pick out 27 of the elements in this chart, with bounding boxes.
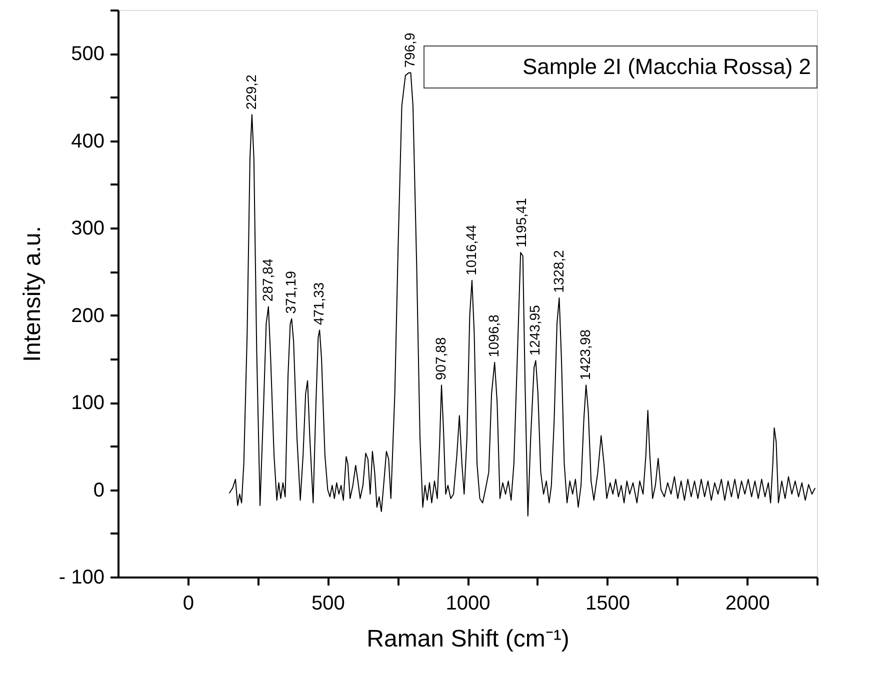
y-tick-label: 100 xyxy=(71,392,104,414)
annotation: 907,88 xyxy=(432,337,449,380)
annotation: 1423,98 xyxy=(577,329,594,380)
y-tick-label: 200 xyxy=(71,304,104,327)
annotation: 796,9 xyxy=(402,32,418,68)
annotation: 1328,2 xyxy=(550,250,566,293)
y-tick-label: 300 xyxy=(71,218,104,240)
x-tick-label: 1500 xyxy=(586,592,630,614)
y-tick-label: 500 xyxy=(71,43,104,66)
y-tick-label: - 100 xyxy=(58,566,104,588)
annotation: 1016,44 xyxy=(463,224,480,276)
x-tick-label: 0 xyxy=(182,592,194,614)
annotation: 1195,41 xyxy=(513,198,530,248)
x-tick-label: 500 xyxy=(312,592,345,614)
annotation: 1096,8 xyxy=(486,314,502,358)
annotation: 371,19 xyxy=(282,270,299,314)
x-axis-title: Raman Shift (cm⁻¹) xyxy=(366,626,570,652)
y-tick-label: 0 xyxy=(93,479,104,502)
x-tick-label: 2000 xyxy=(725,592,770,614)
annotation: 1243,95 xyxy=(526,304,543,356)
x-tick-label: 1000 xyxy=(446,592,490,614)
annotation: 229,2 xyxy=(242,74,259,110)
annotation: 471,33 xyxy=(310,282,327,326)
annotation: 287,84 xyxy=(259,258,276,302)
text: Sample 2I (Macchia Rossa) 2 xyxy=(522,54,811,79)
y-axis-title: Intensity a.u. xyxy=(18,226,46,362)
y-tick-label: 400 xyxy=(71,130,104,152)
